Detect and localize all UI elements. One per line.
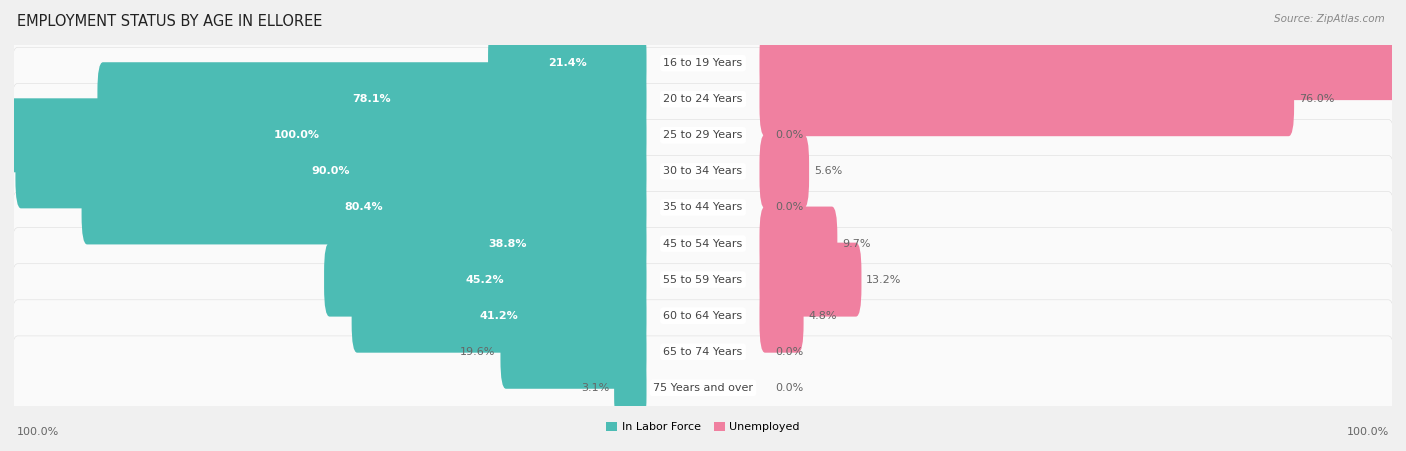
FancyBboxPatch shape — [11, 83, 1395, 187]
FancyBboxPatch shape — [11, 192, 1395, 295]
Text: 0.0%: 0.0% — [775, 130, 804, 140]
Text: 100.0%: 100.0% — [274, 130, 319, 140]
FancyBboxPatch shape — [97, 62, 647, 136]
Text: 45 to 54 Years: 45 to 54 Years — [664, 239, 742, 249]
FancyBboxPatch shape — [759, 26, 1406, 100]
Text: 13.2%: 13.2% — [866, 275, 901, 285]
FancyBboxPatch shape — [10, 221, 1396, 339]
Text: 5.6%: 5.6% — [814, 166, 842, 176]
Text: 20 to 24 Years: 20 to 24 Years — [664, 94, 742, 104]
FancyBboxPatch shape — [10, 112, 1396, 230]
FancyBboxPatch shape — [10, 329, 1396, 447]
FancyBboxPatch shape — [10, 76, 1396, 194]
Text: EMPLOYMENT STATUS BY AGE IN ELLOREE: EMPLOYMENT STATUS BY AGE IN ELLOREE — [17, 14, 322, 28]
FancyBboxPatch shape — [10, 293, 1396, 411]
FancyBboxPatch shape — [15, 134, 647, 208]
Text: 3.1%: 3.1% — [581, 383, 609, 393]
Text: 35 to 44 Years: 35 to 44 Years — [664, 202, 742, 212]
Text: 100.0%: 100.0% — [1347, 428, 1389, 437]
FancyBboxPatch shape — [759, 62, 1294, 136]
Text: 30 to 34 Years: 30 to 34 Years — [664, 166, 742, 176]
Text: 90.0%: 90.0% — [312, 166, 350, 176]
FancyBboxPatch shape — [759, 243, 862, 317]
Legend: In Labor Force, Unemployed: In Labor Force, Unemployed — [602, 417, 804, 437]
Text: 21.4%: 21.4% — [548, 58, 586, 68]
Text: 60 to 64 Years: 60 to 64 Years — [664, 311, 742, 321]
FancyBboxPatch shape — [11, 47, 1395, 151]
FancyBboxPatch shape — [11, 11, 1395, 115]
FancyBboxPatch shape — [10, 184, 1396, 303]
Text: 78.1%: 78.1% — [353, 94, 391, 104]
Text: 80.4%: 80.4% — [344, 202, 384, 212]
FancyBboxPatch shape — [10, 148, 1396, 267]
FancyBboxPatch shape — [759, 207, 838, 281]
FancyBboxPatch shape — [614, 351, 647, 425]
Text: 25 to 29 Years: 25 to 29 Years — [664, 130, 742, 140]
FancyBboxPatch shape — [10, 257, 1396, 375]
Text: 0.0%: 0.0% — [775, 202, 804, 212]
FancyBboxPatch shape — [368, 207, 647, 281]
Text: 100.0%: 100.0% — [17, 428, 59, 437]
FancyBboxPatch shape — [352, 279, 647, 353]
Text: 4.8%: 4.8% — [808, 311, 837, 321]
FancyBboxPatch shape — [0, 98, 647, 172]
FancyBboxPatch shape — [11, 336, 1395, 440]
Text: 0.0%: 0.0% — [775, 347, 804, 357]
Text: 9.7%: 9.7% — [842, 239, 870, 249]
Text: 45.2%: 45.2% — [465, 275, 505, 285]
Text: 0.0%: 0.0% — [775, 383, 804, 393]
Text: 38.8%: 38.8% — [488, 239, 527, 249]
Text: Source: ZipAtlas.com: Source: ZipAtlas.com — [1274, 14, 1385, 23]
FancyBboxPatch shape — [759, 279, 804, 353]
FancyBboxPatch shape — [11, 228, 1395, 331]
FancyBboxPatch shape — [11, 300, 1395, 404]
FancyBboxPatch shape — [323, 243, 647, 317]
FancyBboxPatch shape — [10, 40, 1396, 158]
FancyBboxPatch shape — [11, 120, 1395, 223]
FancyBboxPatch shape — [82, 170, 647, 244]
Text: 19.6%: 19.6% — [460, 347, 496, 357]
FancyBboxPatch shape — [11, 264, 1395, 368]
Text: 75 Years and over: 75 Years and over — [652, 383, 754, 393]
Text: 55 to 59 Years: 55 to 59 Years — [664, 275, 742, 285]
Text: 65 to 74 Years: 65 to 74 Years — [664, 347, 742, 357]
FancyBboxPatch shape — [501, 315, 647, 389]
Text: 76.0%: 76.0% — [1299, 94, 1334, 104]
Text: 41.2%: 41.2% — [479, 311, 519, 321]
FancyBboxPatch shape — [11, 156, 1395, 259]
FancyBboxPatch shape — [10, 4, 1396, 122]
Text: 16 to 19 Years: 16 to 19 Years — [664, 58, 742, 68]
FancyBboxPatch shape — [488, 26, 647, 100]
FancyBboxPatch shape — [759, 134, 808, 208]
